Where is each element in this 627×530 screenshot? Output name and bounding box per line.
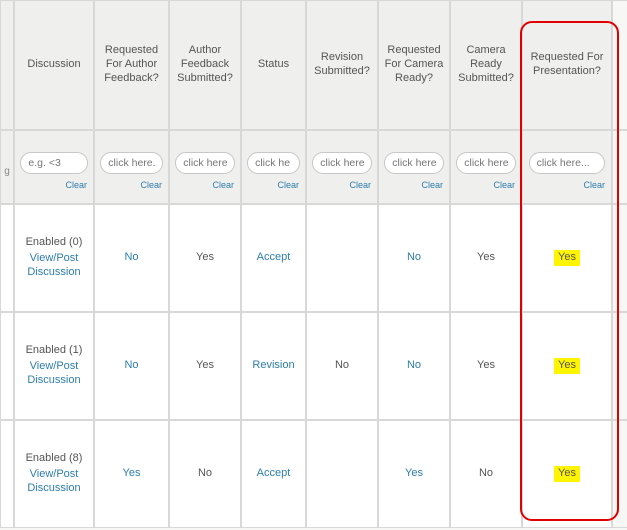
header-req_pres[interactable]: Requested For Presentation? [522,0,612,130]
filter-cell-cam_sub: Clear [450,130,522,204]
filter-cell-req_auth: Clear [94,130,169,204]
cell-req_pres: Yes [522,420,612,528]
cell-cam_sub: Yes [450,204,522,312]
header-status[interactable]: Status [241,0,306,130]
cell-discussion: Enabled (8) View/Post Discussion [14,420,94,528]
filter-clear-cam_sub[interactable]: Clear [493,180,515,191]
value-req_pres: Yes [554,466,580,482]
filter-trailing [612,130,627,204]
header-req_auth[interactable]: Requested For Author Feedback? [94,0,169,130]
cell-auth_sub: Yes [169,204,241,312]
header-req_cam[interactable]: Requested For Camera Ready? [378,0,450,130]
cell-rev_sub [306,204,378,312]
filter-clear-discussion[interactable]: Clear [65,180,87,191]
cell-rev_sub [306,420,378,528]
cell-req_pres: Yes [522,312,612,420]
filter-clear-req_pres[interactable]: Clear [583,180,605,191]
value-req_cam[interactable]: No [407,359,421,373]
filter-cell-req_pres: Clear [522,130,612,204]
value-status[interactable]: Accept [257,251,291,265]
filter-input-rev_sub[interactable] [312,152,372,174]
discussion-enabled: Enabled (0) [26,236,83,250]
value-status[interactable]: Accept [257,467,291,481]
value-req_auth[interactable]: No [124,251,138,265]
value-req_pres: Yes [554,250,580,266]
filter-cell-req_cam: Clear [378,130,450,204]
discussion-enabled: Enabled (1) [26,344,83,358]
value-status[interactable]: Revision [252,359,294,373]
value-auth_sub: Yes [196,359,214,373]
filter-clear-rev_sub[interactable]: Clear [349,180,371,191]
cell-stub [0,204,14,312]
discussion-link[interactable]: View/Post Discussion [19,468,89,496]
value-rev_sub: No [335,359,349,373]
filter-cell-auth_sub: Clear [169,130,241,204]
cell-cam_sub: No [450,420,522,528]
value-cam_sub: No [479,467,493,481]
filter-input-auth_sub[interactable] [175,152,235,174]
cell-stub [0,312,14,420]
value-req_cam[interactable]: No [407,251,421,265]
header-rev_sub[interactable]: Revision Submitted? [306,0,378,130]
cell-discussion: Enabled (1) View/Post Discussion [14,312,94,420]
cell-status: Revision [241,312,306,420]
cell-cam_sub: Yes [450,312,522,420]
cell-req_cam: Yes [378,420,450,528]
filter-cell-rev_sub: Clear [306,130,378,204]
filter-clear-auth_sub[interactable]: Clear [212,180,234,191]
filter-input-cam_sub[interactable] [456,152,516,174]
filter-clear-status[interactable]: Clear [277,180,299,191]
row-trailing [612,420,627,528]
filter-input-req_pres[interactable] [529,152,606,174]
value-cam_sub: Yes [477,359,495,373]
cell-req_auth: No [94,312,169,420]
discussion-enabled: Enabled (8) [26,452,83,466]
discussion-link[interactable]: View/Post Discussion [19,360,89,388]
value-auth_sub: No [198,467,212,481]
header-auth_sub[interactable]: Author Feedback Submitted? [169,0,241,130]
cell-status: Accept [241,204,306,312]
header-discussion[interactable]: Discussion [14,0,94,130]
value-req_auth[interactable]: Yes [123,467,141,481]
cell-req_auth: Yes [94,420,169,528]
cell-req_pres: Yes [522,204,612,312]
filter-input-discussion[interactable] [20,152,87,174]
filter-clear-req_auth[interactable]: Clear [140,180,162,191]
cell-auth_sub: No [169,420,241,528]
cell-rev_sub: No [306,312,378,420]
cell-stub [0,420,14,528]
filter-cell-status: Clear [241,130,306,204]
header-cam_sub[interactable]: Camera Ready Submitted? [450,0,522,130]
value-cam_sub: Yes [477,251,495,265]
header-stub[interactable] [0,0,14,130]
value-req_auth[interactable]: No [124,359,138,373]
filter-clear-req_cam[interactable]: Clear [421,180,443,191]
filter-input-req_auth[interactable] [100,152,162,174]
cell-status: Accept [241,420,306,528]
filter-input-req_cam[interactable] [384,152,444,174]
cell-discussion: Enabled (0) View/Post Discussion [14,204,94,312]
discussion-link[interactable]: View/Post Discussion [19,252,89,280]
filter-input-status[interactable] [247,152,300,174]
filter-cell-discussion: Clear [14,130,94,204]
row-trailing [612,204,627,312]
cell-req_auth: No [94,204,169,312]
cell-auth_sub: Yes [169,312,241,420]
value-req_cam[interactable]: Yes [405,467,423,481]
header-trailing [612,0,627,130]
value-auth_sub: Yes [196,251,214,265]
row-trailing [612,312,627,420]
cell-req_cam: No [378,312,450,420]
cell-req_cam: No [378,204,450,312]
value-req_pres: Yes [554,358,580,374]
filter-cell-stub: g [0,130,14,204]
